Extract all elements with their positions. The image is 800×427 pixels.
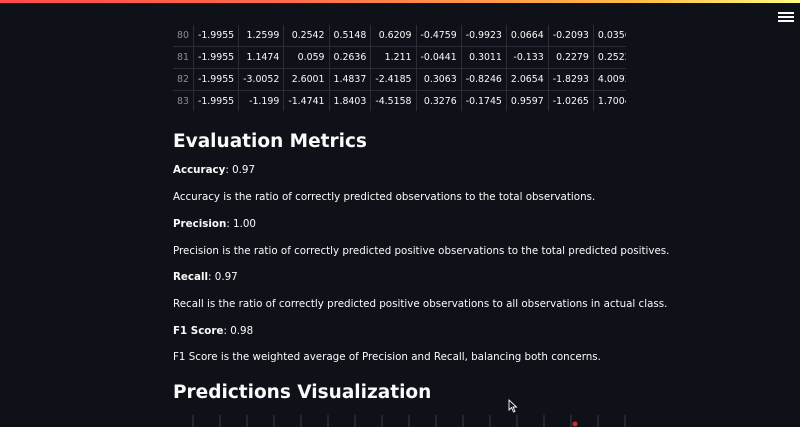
f1-label: F1 Score [173,325,224,337]
table-cell[interactable]: -1.0265 [548,90,594,111]
table-cell[interactable]: 0.3276 [416,90,462,111]
row-index: 82 [173,68,194,91]
row-index: 83 [173,90,194,111]
f1-value: : 0.98 [223,325,254,337]
table-cell[interactable]: -0.9923 [461,25,507,47]
table-cell[interactable]: 0.2542 [283,25,330,47]
table-cell[interactable]: 2.0654 [506,68,549,91]
row-index: 80 [173,25,194,47]
table-cell[interactable]: -0.8246 [461,68,507,91]
dataframe-table[interactable]: 80 -1.9955 1.2599 0.2542 0.5148 0.6209 -0.4759… [173,25,626,111]
accuracy-line: Accuracy: 0.97 [173,164,255,176]
row-index: 81 [173,46,194,69]
table-cell[interactable]: -0.1745 [461,90,507,111]
precision-value: : 1.00 [226,218,256,230]
table-cell[interactable]: -1.4741 [283,90,330,111]
accuracy-label: Accuracy [173,164,226,176]
table-cell[interactable]: 0.6209 [370,25,417,47]
precision-description: Precision is the ratio of correctly pred… [173,245,670,257]
recall-description: Recall is the ratio of correctly predict… [173,298,668,310]
table-cell[interactable]: 0.9597 [506,90,549,111]
table-cell[interactable]: 0.2279 [548,46,594,69]
top-decoration-bar [0,0,800,3]
data-table: 80 -1.9955 1.2599 0.2542 0.5148 0.6209 -0.4759… [173,25,626,111]
table-cell[interactable]: 4.0093 [593,68,626,91]
table-cell[interactable]: -0.133 [506,46,549,69]
accuracy-value: : 0.97 [225,164,256,176]
table-cell[interactable]: 1.8403 [329,90,372,111]
predictions-visualization-heading: Predictions Visualization [173,382,432,403]
table-cell[interactable]: 1.2599 [238,25,285,47]
table-cell[interactable]: -1.9955 [193,25,240,47]
table-cell[interactable]: 0.3063 [416,68,462,91]
chart-point [572,421,578,427]
table-cell[interactable]: 1.7004 [593,90,626,111]
table-cell[interactable]: 1.1474 [238,46,285,69]
evaluation-metrics-heading: Evaluation Metrics [173,131,367,152]
table-cell[interactable]: 0.2636 [329,46,372,69]
table-row: 80 -1.9955 1.2599 0.2542 0.5148 0.6209 -0.4759… [173,25,626,47]
mouse-cursor-icon [508,399,518,413]
table-cell[interactable]: -1.8293 [548,68,594,91]
table-row: 83 -1.9955 -1.199 -1.4741 1.8403 -4.5158 0.327… [173,90,626,111]
recall-value: : 0.97 [208,271,238,283]
table-cell[interactable]: -2.4185 [370,68,417,91]
table-cell[interactable]: 0.059 [283,46,330,69]
table-cell[interactable]: -1.199 [238,90,285,111]
table-cell[interactable]: -0.2093 [548,25,594,47]
table-row: 81 -1.9955 1.1474 0.059 0.2636 1.211 -0.0441 0.… [173,46,626,69]
table-cell[interactable]: 0.0664 [506,25,549,47]
table-cell[interactable]: -4.5158 [370,90,417,111]
recall-label: Recall [173,271,209,283]
f1-description: F1 Score is the weighted average of Prec… [173,351,601,363]
table-cell[interactable]: 0.5148 [329,25,372,47]
f1-line: F1 Score: 0.98 [173,325,253,337]
predictions-chart-partial [192,415,626,427]
hamburger-menu-icon[interactable] [778,10,794,24]
table-cell[interactable]: -0.4759 [416,25,462,47]
table-cell[interactable]: -1.9955 [193,46,240,69]
table-row: 82 -1.9955 -3.0052 2.6001 1.4837 -2.4185 0.306… [173,68,626,91]
table-cell[interactable]: 0.2522 [593,46,626,69]
precision-line: Precision: 1.00 [173,218,256,230]
table-cell[interactable]: -0.0441 [416,46,462,69]
table-cell[interactable]: -1.9955 [193,68,240,91]
table-cell[interactable]: 1.211 [370,46,417,69]
table-cell[interactable]: -3.0052 [238,68,285,91]
table-cell[interactable]: -1.9955 [193,90,240,111]
accuracy-description: Accuracy is the ratio of correctly predi… [173,191,596,203]
precision-label: Precision [173,218,227,230]
recall-line: Recall: 0.97 [173,271,238,283]
table-cell[interactable]: 0.3011 [461,46,507,69]
table-cell[interactable]: 1.4837 [329,68,372,91]
table-cell[interactable]: 2.6001 [283,68,330,91]
table-cell[interactable]: 0.0356 [593,25,626,47]
